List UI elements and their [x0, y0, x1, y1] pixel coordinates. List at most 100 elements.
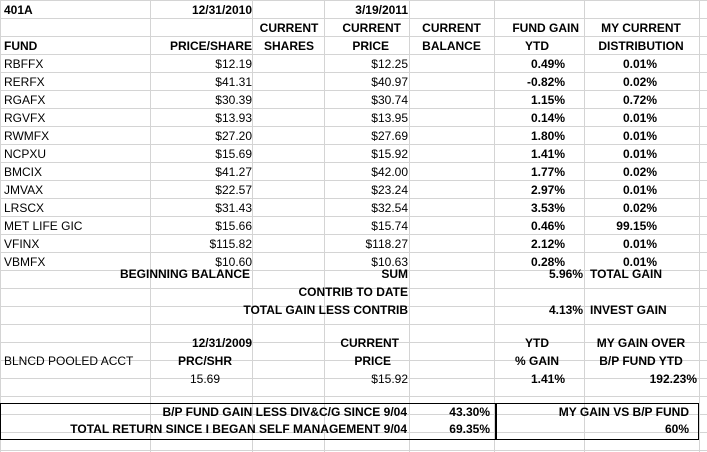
fund-distribution[interactable]: 0.02% [622, 165, 657, 179]
pooled-acct-label[interactable]: BLNCD POOLED ACCT [4, 354, 134, 368]
sum-label[interactable]: SUM [381, 267, 408, 281]
total-gain-label[interactable]: TOTAL GAIN [590, 267, 662, 281]
fund-distribution[interactable]: 0.02% [622, 75, 657, 89]
fund-name[interactable]: RWMFX [4, 129, 50, 143]
fund-ytd-gain[interactable]: 0.14% [530, 111, 565, 125]
fund-price-2010[interactable]: $12.19 [215, 57, 252, 71]
pooled-price-header[interactable]: PRICE [354, 354, 391, 368]
fund-price-2010[interactable]: $41.31 [215, 75, 252, 89]
fund-price-current[interactable]: $118.27 [365, 237, 409, 251]
invest-gain-label[interactable]: INVEST GAIN [590, 303, 667, 317]
fund-price-2010[interactable]: $22.57 [215, 183, 252, 197]
fund-name[interactable]: JMVAX [4, 183, 44, 197]
fund-price-2010[interactable]: $15.66 [215, 219, 252, 233]
fund-price-2010[interactable]: $27.20 [215, 129, 252, 143]
pooled-ytd-header[interactable]: YTD [525, 336, 549, 350]
total-gain-less-contrib-label[interactable]: TOTAL GAIN LESS CONTRIB [243, 303, 408, 317]
bp-fund-gain-label[interactable]: B/P FUND GAIN LESS DIV&C/G SINCE 9/04 [162, 405, 408, 419]
total-return-label[interactable]: TOTAL RETURN SINCE I BEGAN SELF MANAGEME… [70, 422, 407, 436]
date-2011-header[interactable]: 3/19/2011 [355, 3, 408, 17]
fund-price-2010[interactable]: $13.93 [215, 111, 252, 125]
fund-ytd-gain[interactable]: 1.77% [530, 165, 565, 179]
fund-price-2010[interactable]: $115.82 [209, 237, 253, 251]
fund-name[interactable]: NCPXU [4, 147, 47, 161]
fund-price-current[interactable]: $42.00 [371, 165, 408, 179]
fund-name[interactable]: VBMFX [4, 255, 46, 269]
fund-price-current[interactable]: $40.97 [371, 75, 408, 89]
pooled-bp-fund-ytd-header[interactable]: B/P FUND YTD [599, 354, 683, 368]
header-current-shares-top[interactable]: CURRENT [259, 21, 319, 35]
fund-ytd-gain[interactable]: 3.53% [530, 201, 565, 215]
header-fund[interactable]: FUND [4, 39, 38, 53]
fund-price-2010[interactable]: $30.39 [215, 93, 252, 107]
total-return-value[interactable]: 69.35% [449, 422, 490, 436]
fund-distribution[interactable]: 0.01% [622, 129, 657, 143]
fund-distribution[interactable]: 0.02% [622, 201, 657, 215]
fund-price-current[interactable]: $15.92 [371, 147, 408, 161]
header-fund-gain[interactable]: FUND GAIN [512, 21, 579, 35]
fund-ytd-gain[interactable]: 2.12% [530, 237, 565, 251]
pooled-prc-shr-header[interactable]: PRC/SHR [177, 354, 232, 368]
fund-price-2010[interactable]: $15.69 [215, 147, 252, 161]
fund-price-2010[interactable]: $41.27 [215, 165, 252, 179]
fund-ytd-gain[interactable]: 2.97% [530, 183, 565, 197]
total-gain-pct[interactable]: 5.96% [548, 267, 583, 281]
fund-ytd-gain[interactable]: 1.15% [530, 93, 565, 107]
fund-distribution[interactable]: 0.01% [622, 183, 657, 197]
fund-distribution[interactable]: 0.01% [622, 147, 657, 161]
header-my-current[interactable]: MY CURRENT [601, 21, 681, 35]
contrib-to-date-label[interactable]: CONTRIB TO DATE [298, 285, 408, 299]
fund-price-2010[interactable]: $31.43 [215, 201, 252, 215]
fund-distribution[interactable]: 0.01% [622, 237, 657, 251]
fund-name[interactable]: BMCIX [4, 165, 43, 179]
fund-distribution[interactable]: 99.15% [616, 219, 657, 233]
fund-distribution[interactable]: 0.01% [622, 255, 657, 269]
beginning-balance-label[interactable]: BEGINNING BALANCE [119, 267, 250, 281]
fund-price-current[interactable]: $32.54 [371, 201, 408, 215]
header-shares[interactable]: SHARES [263, 39, 314, 53]
pooled-date-header[interactable]: 12/31/2009 [191, 336, 252, 350]
fund-ytd-gain[interactable]: 0.46% [530, 219, 565, 233]
pooled-my-gain-over-header[interactable]: MY GAIN OVER [596, 336, 686, 350]
fund-ytd-gain[interactable]: -0.82% [526, 75, 565, 89]
fund-ytd-gain[interactable]: 0.28% [530, 255, 565, 269]
bp-fund-gain-value[interactable]: 43.30% [449, 405, 490, 419]
my-gain-vs-bp-value[interactable]: 60% [664, 422, 689, 436]
header-ytd[interactable]: YTD [525, 39, 549, 53]
fund-distribution[interactable]: 0.72% [622, 93, 657, 107]
fund-distribution[interactable]: 0.01% [622, 57, 657, 71]
fund-ytd-gain[interactable]: 1.80% [530, 129, 565, 143]
fund-name[interactable]: RGVFX [4, 111, 46, 125]
fund-name[interactable]: MET LIFE GIC [4, 219, 83, 233]
pooled-current-header[interactable]: CURRENT [340, 336, 399, 350]
date-2010-header[interactable]: 12/31/2010 [191, 3, 252, 17]
header-balance[interactable]: BALANCE [422, 39, 481, 53]
header-distribution[interactable]: DISTRIBUTION [598, 39, 684, 53]
pooled-ytd-gain[interactable]: 1.41% [530, 372, 565, 386]
header-current-price-top[interactable]: CURRENT [342, 21, 401, 35]
pooled-price-2009[interactable]: 15.69 [189, 372, 221, 386]
fund-name[interactable]: RBFFX [4, 57, 44, 71]
sheet-title[interactable]: 401A [4, 3, 33, 17]
pooled-pct-gain-header[interactable]: % GAIN [514, 354, 559, 368]
fund-name[interactable]: RGAFX [4, 93, 46, 107]
pooled-my-gain-over[interactable]: 192.23% [649, 372, 697, 386]
fund-ytd-gain[interactable]: 0.49% [530, 57, 565, 71]
fund-name[interactable]: VFINX [4, 237, 40, 251]
fund-price-2010[interactable]: $10.60 [215, 255, 252, 269]
header-price[interactable]: PRICE [352, 39, 389, 53]
fund-price-current[interactable]: $23.24 [371, 183, 408, 197]
fund-price-current[interactable]: $10.63 [371, 255, 408, 269]
fund-price-current[interactable]: $12.25 [371, 57, 408, 71]
pooled-price-now[interactable]: $15.92 [371, 372, 408, 386]
header-current-balance-top[interactable]: CURRENT [422, 21, 481, 35]
invest-gain-pct[interactable]: 4.13% [548, 303, 583, 317]
fund-ytd-gain[interactable]: 1.41% [530, 147, 565, 161]
fund-price-current[interactable]: $27.69 [371, 129, 408, 143]
fund-price-current[interactable]: $15.74 [371, 219, 408, 233]
my-gain-vs-bp-label[interactable]: MY GAIN VS B/P FUND [558, 405, 689, 419]
fund-name[interactable]: LRSCX [4, 201, 45, 215]
fund-name[interactable]: RERFX [4, 75, 45, 89]
fund-price-current[interactable]: $13.95 [371, 111, 408, 125]
fund-price-current[interactable]: $30.74 [371, 93, 408, 107]
